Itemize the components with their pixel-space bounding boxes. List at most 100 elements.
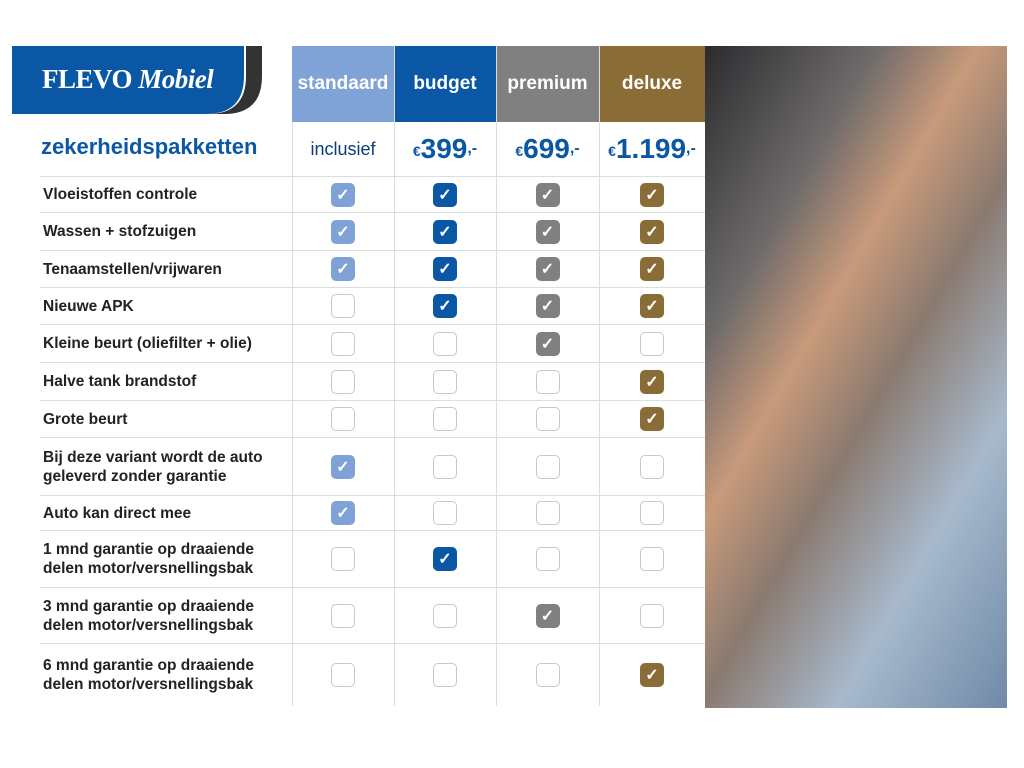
checkbox-unchecked[interactable] (433, 454, 457, 479)
page-title: zekerheidspakketten (41, 134, 258, 159)
feature-label: 3 mnd garantie op draaiende delen motor/… (43, 597, 255, 634)
price-suffix: ,- (569, 140, 580, 157)
checkbox-unchecked[interactable] (535, 369, 560, 394)
checkbox-checked[interactable]: ✓ (535, 331, 560, 356)
checkbox-checked[interactable]: ✓ (535, 603, 560, 628)
divider (394, 46, 395, 706)
check-icon: ✓ (540, 223, 555, 241)
checkbox-checked[interactable]: ✓ (535, 182, 560, 207)
check-icon: ✓ (438, 223, 452, 241)
feature-row: 6 mnd garantie op draaiende delen motor/… (40, 643, 705, 706)
feature-label: Auto kan direct mee (43, 504, 192, 522)
checkbox-unchecked[interactable] (535, 454, 560, 479)
feature-label: Vloeistoffen controle (43, 186, 198, 203)
feature-row: 3 mnd garantie op draaiende delen motor/… (40, 587, 705, 643)
checkbox-checked[interactable]: ✓ (640, 407, 664, 431)
price-budget: €399 ,- (394, 122, 496, 176)
checkbox-checked[interactable]: ✓ (433, 219, 457, 244)
price-value: 1.199 (615, 133, 687, 164)
checkbox-unchecked[interactable] (535, 407, 560, 431)
price-suffix: ,- (686, 140, 696, 157)
checkbox-unchecked[interactable] (640, 547, 664, 571)
checkbox-unchecked[interactable] (433, 407, 457, 431)
photo-couple-in-car (705, 46, 1007, 708)
checkbox-unchecked[interactable] (433, 603, 457, 628)
checkbox-checked[interactable]: ✓ (535, 294, 560, 318)
check-icon: ✓ (540, 186, 555, 204)
feature-row: Auto kan direct mee ✓ (40, 495, 705, 530)
checkbox-checked[interactable]: ✓ (331, 501, 355, 525)
feature-label: 6 mnd garantie op draaiende delen motor/… (43, 657, 255, 693)
checkbox-checked[interactable]: ✓ (640, 369, 664, 394)
check-icon: ✓ (645, 411, 659, 428)
check-icon: ✓ (336, 261, 350, 278)
package-header-deluxe: deluxe (599, 46, 705, 122)
check-icon: ✓ (645, 373, 659, 391)
checkbox-checked[interactable]: ✓ (433, 257, 457, 281)
checkbox-checked[interactable]: ✓ (640, 663, 664, 687)
checkbox-unchecked[interactable] (331, 663, 355, 687)
checkbox-unchecked[interactable] (640, 501, 664, 525)
checkbox-checked[interactable]: ✓ (433, 294, 457, 318)
checkbox-unchecked[interactable] (640, 603, 664, 628)
feature-row: Tenaamstellen/vrijwaren ✓ ✓ ✓ ✓ (40, 250, 705, 287)
feature-label: Wassen + stofzuigen (43, 223, 197, 240)
checkbox-unchecked[interactable] (331, 331, 355, 356)
checkbox-checked[interactable]: ✓ (640, 257, 664, 281)
checkbox-unchecked[interactable] (640, 454, 664, 479)
checkbox-checked[interactable]: ✓ (331, 219, 355, 244)
checkbox-unchecked[interactable] (331, 407, 355, 431)
feature-row: 1 mnd garantie op draaiende delen motor/… (40, 530, 705, 587)
checkbox-unchecked[interactable] (331, 369, 355, 394)
checkbox-unchecked[interactable] (331, 603, 355, 628)
price-premium: €699 ,- (496, 122, 599, 176)
checkbox-unchecked[interactable] (433, 501, 457, 525)
check-icon: ✓ (540, 261, 555, 278)
check-icon: ✓ (645, 298, 659, 315)
price-value: 399 (420, 133, 468, 164)
currency: € (515, 143, 524, 159)
feature-row: Wassen + stofzuigen ✓ ✓ ✓ ✓ (40, 212, 705, 250)
checkbox-checked[interactable]: ✓ (331, 257, 355, 281)
feature-label: Tenaamstellen/vrijwaren (43, 260, 222, 278)
package-header-premium: premium (496, 46, 599, 122)
checkbox-checked[interactable]: ✓ (640, 182, 664, 207)
check-icon: ✓ (645, 186, 659, 204)
checkbox-unchecked[interactable] (331, 294, 355, 318)
checkbox-unchecked[interactable] (433, 663, 457, 687)
feature-row: Kleine beurt (oliefilter + olie) ✓ (40, 324, 705, 362)
check-icon: ✓ (336, 458, 350, 476)
check-icon: ✓ (645, 223, 659, 241)
feature-label: Kleine beurt (oliefilter + olie) (43, 335, 252, 352)
checkbox-unchecked[interactable] (535, 501, 560, 525)
checkbox-checked[interactable]: ✓ (640, 219, 664, 244)
checkbox-checked[interactable]: ✓ (331, 182, 355, 207)
feature-label: 1 mnd garantie op draaiende delen motor/… (43, 541, 255, 577)
brand-logo (12, 46, 262, 114)
checkbox-unchecked[interactable] (640, 331, 664, 356)
feature-label: Bij deze variant wordt de auto geleverd … (43, 448, 263, 485)
feature-row: Bij deze variant wordt de auto geleverd … (40, 437, 705, 495)
divider (292, 122, 293, 706)
checkbox-checked[interactable]: ✓ (640, 294, 664, 318)
currency: € (412, 143, 421, 159)
checkbox-checked[interactable]: ✓ (433, 547, 457, 571)
checkbox-unchecked[interactable] (433, 331, 457, 356)
checkbox-unchecked[interactable] (535, 663, 560, 687)
feature-row: Nieuwe APK ✓ ✓ ✓ (40, 287, 705, 324)
checkbox-checked[interactable]: ✓ (535, 257, 560, 281)
price-value: 699 (523, 133, 570, 164)
checkbox-checked[interactable]: ✓ (535, 219, 560, 244)
checkbox-unchecked[interactable] (535, 547, 560, 571)
feature-row: Grote beurt ✓ (40, 400, 705, 437)
checkbox-checked[interactable]: ✓ (331, 454, 355, 479)
price-deluxe: €1.199 ,- (599, 122, 705, 176)
check-icon: ✓ (438, 551, 452, 568)
feature-row: Halve tank brandstof ✓ (40, 362, 705, 400)
checkbox-unchecked[interactable] (433, 369, 457, 394)
checkbox-checked[interactable]: ✓ (433, 182, 457, 207)
feature-label: Grote beurt (43, 410, 128, 428)
checkbox-unchecked[interactable] (331, 547, 355, 571)
feature-label: Halve tank brandstof (43, 373, 197, 390)
price-standaard: inclusief (310, 138, 376, 159)
